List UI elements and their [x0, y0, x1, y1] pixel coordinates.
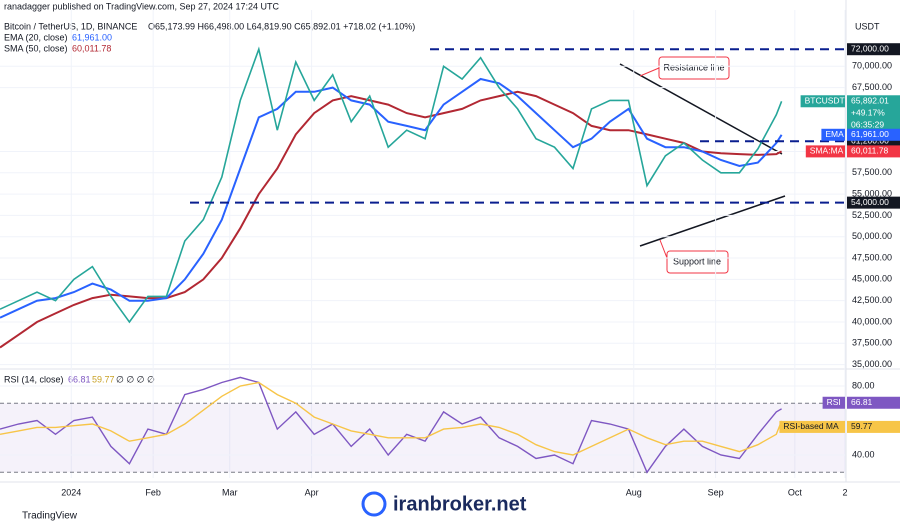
support-trendline: [639, 195, 786, 247]
series-tag-label: BTCUSDT: [805, 96, 845, 106]
rsi-line: [0, 381, 783, 456]
y-tick-label: 42,500.00: [852, 295, 892, 305]
publisher: ranadagger published on TradingView.com,…: [4, 1, 280, 11]
level-tag: [847, 196, 900, 209]
annotation-arrow: [659, 239, 668, 259]
x-tick-label: 2024: [61, 487, 81, 497]
price-line: [0, 46, 783, 324]
ohlc: O65,173.99 H66,498.00 L64,819.90 C65,892…: [148, 21, 415, 31]
indicator-line: [0, 77, 783, 319]
currency: USDT: [855, 21, 880, 31]
annotation-arrow: [639, 67, 660, 77]
rsi-tag: [847, 420, 900, 433]
series-tag-label: SMA:MA: [810, 146, 844, 156]
x-tick-label: Aug: [626, 487, 642, 497]
annotation: Support line: [673, 256, 721, 266]
rsi-na: ∅ ∅ ∅ ∅: [116, 374, 155, 384]
x-tick-label: Oct: [788, 487, 803, 497]
x-tick-label: 2: [842, 487, 847, 497]
x-tick-label: Mar: [222, 487, 238, 497]
y-tick-label: 70,000.00: [852, 61, 892, 71]
rsi-series-tag: [822, 396, 845, 409]
level-tag-label: 72,000.00: [851, 43, 889, 53]
rsi-series-tag-label: RSI: [827, 397, 841, 407]
y-tick-label: 37,500.00: [852, 338, 892, 348]
rsi-series-tag: [779, 420, 845, 433]
y-tick-label: 52,500.00: [852, 210, 892, 220]
y-tick-label: 55,000.00: [852, 188, 892, 198]
rsi-tag-label: 66.81: [851, 397, 873, 407]
price-tag-label: 60,011.78: [851, 146, 888, 156]
rsi-series-tag-label: RSI-based MA: [783, 421, 839, 431]
rsi-legend: RSI (14, close): [4, 374, 64, 384]
price-tag: [847, 128, 900, 141]
level-tag: [847, 43, 900, 56]
annotation: Resistance line: [663, 62, 724, 72]
series-tag: [805, 145, 845, 158]
series-tag: [821, 128, 845, 141]
level-tag-label: 54,000.00: [851, 197, 889, 207]
y-tick-label: 50,000.00: [852, 231, 892, 241]
y-tick-label: 40,000.00: [852, 316, 892, 326]
watermark-icon: [361, 491, 387, 517]
annotation-box: [666, 250, 729, 274]
x-tick-label: Sep: [708, 487, 724, 497]
rsi-tick-label: 40.00: [852, 449, 875, 459]
footer: TradingView: [22, 511, 78, 522]
y-tick-label: 67,500.00: [852, 82, 892, 92]
watermark: iranbroker.net: [393, 493, 527, 515]
sma-legend: SMA (50, close): [4, 43, 68, 53]
price-tag: [847, 95, 900, 132]
ema-legend: EMA (20, close): [4, 32, 68, 42]
x-tick-label: Apr: [305, 487, 319, 497]
sma-legend-value: 60,011.78: [72, 43, 111, 53]
y-tick-label: 45,000.00: [852, 274, 892, 284]
rsi-legend-value: 66.81: [68, 374, 91, 384]
rsi-line: [0, 376, 782, 474]
rsi-tick-label: 80.00: [852, 380, 875, 390]
symbol: Bitcoin / TetherUS, 1D, BINANCE: [4, 21, 137, 31]
rsi-tag: [847, 396, 900, 409]
resistance-trendline: [619, 63, 783, 155]
y-tick-label: 35,000.00: [852, 359, 892, 369]
price-tag-label: 65,892.01: [851, 96, 889, 106]
price-tag-extra: +49.17%: [851, 108, 885, 118]
series-tag: [800, 95, 845, 108]
y-tick-label: 57,500.00: [852, 167, 892, 177]
y-tick-label: 47,500.00: [852, 252, 892, 262]
rsi-tag-label: 59.77: [851, 421, 873, 431]
series-tag-label: EMA: [825, 129, 844, 139]
price-tag-label: 61,961.00: [851, 129, 889, 139]
x-tick-label: Feb: [145, 487, 161, 497]
rsi-ma-legend-value: 59.77: [92, 374, 115, 384]
ema-legend-value: 61,961.00: [72, 32, 112, 42]
price-tag-extra: 06:35:29: [851, 120, 884, 130]
price-tag: [847, 145, 900, 158]
indicator-line: [0, 90, 783, 349]
